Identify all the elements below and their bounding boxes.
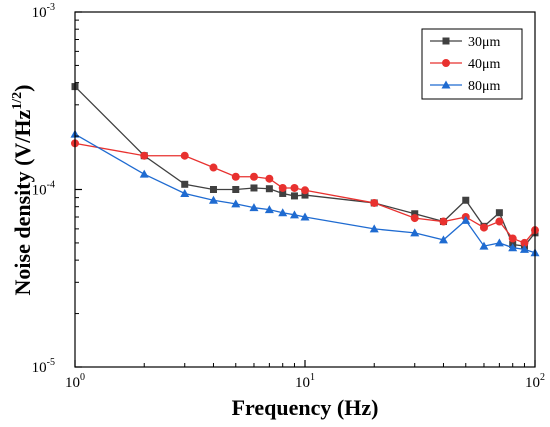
y-tick-label-base: 10 xyxy=(32,5,47,21)
y-axis-title-sup: 1/2 xyxy=(10,92,25,110)
data-point xyxy=(410,214,419,223)
legend-marker xyxy=(441,80,451,89)
legend-label: 80μm xyxy=(468,79,501,94)
x-tick-label: 100 xyxy=(65,372,85,391)
data-point xyxy=(250,184,258,192)
x-tick-label: 101 xyxy=(295,372,315,391)
data-point xyxy=(278,208,288,217)
data-point xyxy=(279,189,287,197)
data-point xyxy=(508,234,517,243)
x-tick-label-base: 10 xyxy=(65,375,80,391)
data-point xyxy=(519,244,529,253)
legend: 30μm 40μm 80μm xyxy=(421,28,523,100)
data-point xyxy=(180,188,190,197)
x-tick-label: 102 xyxy=(525,372,545,391)
legend-label: 30μm xyxy=(468,35,501,50)
series-layer xyxy=(70,83,540,257)
data-point xyxy=(461,215,471,224)
y-tick-label: 10-5 xyxy=(32,357,55,376)
data-point xyxy=(479,241,489,250)
data-point xyxy=(265,185,273,193)
data-point xyxy=(411,210,419,218)
data-point xyxy=(231,172,240,181)
x-tick-label-exp: 2 xyxy=(540,372,545,383)
data-point xyxy=(495,217,504,226)
data-point xyxy=(278,183,287,192)
data-point xyxy=(462,196,470,204)
y-tick-label: 10-4 xyxy=(32,180,55,199)
x-tick-label-base: 10 xyxy=(525,375,540,391)
y-tick-label: 10-3 xyxy=(32,2,55,21)
y-axis-title: Noise density (V/Hz1/2) xyxy=(10,85,35,296)
legend-item: 80μm xyxy=(430,79,501,94)
x-tick-label-exp: 1 xyxy=(310,372,315,383)
data-point xyxy=(264,205,274,214)
y-tick-label-exp: -4 xyxy=(47,180,55,191)
data-point xyxy=(289,210,299,219)
data-point xyxy=(508,243,518,252)
data-point xyxy=(249,203,259,212)
data-point xyxy=(479,223,488,232)
data-point xyxy=(139,169,149,178)
x-axis-title: Frequency (Hz) xyxy=(232,395,379,420)
legend-items: 30μm 40μm 80μm xyxy=(430,35,501,94)
data-point xyxy=(265,174,274,183)
y-tick-label-exp: -5 xyxy=(47,357,55,368)
data-point xyxy=(290,183,299,192)
y-axis-title-main: Noise density (V/Hz xyxy=(10,109,35,295)
legend-marker xyxy=(442,37,450,45)
data-point xyxy=(495,209,503,217)
data-point xyxy=(232,186,240,193)
y-tick-label-base: 10 xyxy=(32,183,47,199)
y-tick-label-base: 10 xyxy=(32,360,47,376)
data-point xyxy=(369,224,379,233)
data-point xyxy=(520,238,529,247)
data-point xyxy=(249,172,258,181)
y-tick-label-exp: -3 xyxy=(47,2,55,13)
series-1 xyxy=(71,139,539,247)
data-point xyxy=(410,228,420,237)
data-point xyxy=(209,163,218,172)
data-point xyxy=(209,186,217,193)
data-point xyxy=(439,217,448,226)
data-point xyxy=(180,151,189,160)
data-point xyxy=(301,191,309,199)
data-point xyxy=(140,151,149,160)
data-point xyxy=(181,180,189,188)
legend-marker xyxy=(442,59,450,67)
legend-item: 30μm xyxy=(430,35,501,50)
data-point xyxy=(438,235,448,244)
data-point xyxy=(494,238,504,247)
data-point xyxy=(301,186,309,195)
data-point xyxy=(208,195,218,204)
legend-label: 40μm xyxy=(468,57,501,72)
legend-item: 40μm xyxy=(430,57,501,72)
data-point xyxy=(290,192,298,200)
x-tick-label-exp: 0 xyxy=(80,372,85,383)
series-2 xyxy=(70,129,540,257)
data-point xyxy=(370,198,379,207)
y-axis-title-close: ) xyxy=(10,85,35,92)
data-point xyxy=(231,199,241,208)
x-tick-label-base: 10 xyxy=(295,375,310,391)
data-point xyxy=(300,212,310,221)
